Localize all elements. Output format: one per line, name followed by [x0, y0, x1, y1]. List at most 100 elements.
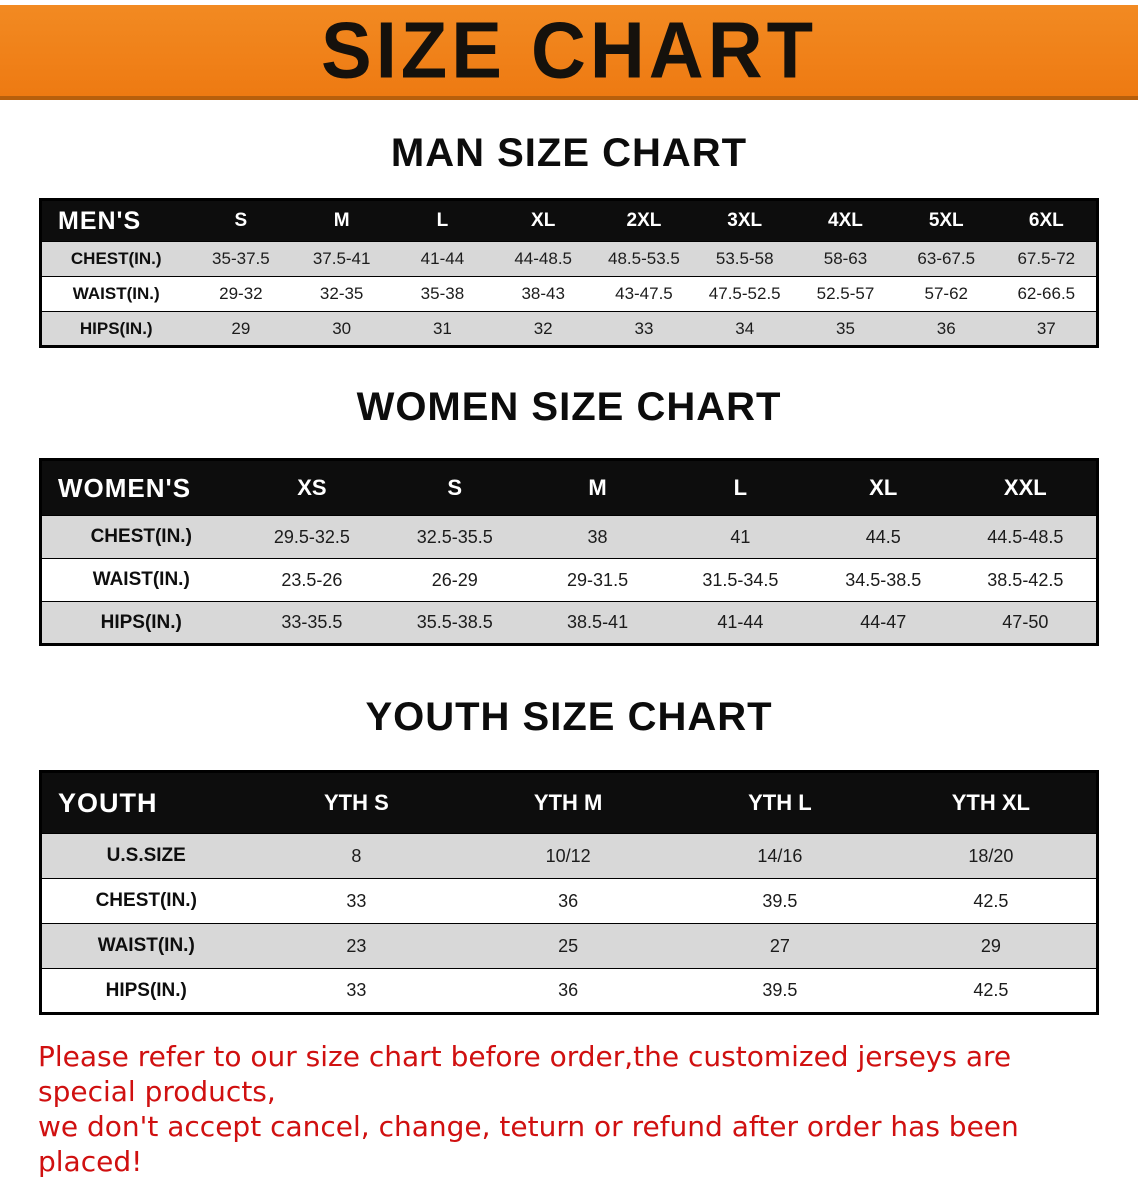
- size-value-cell: 44.5-48.5: [987, 526, 1064, 547]
- size-value-cell: 34.5-38.5: [845, 569, 922, 590]
- size-value-cell: 26-29: [431, 569, 478, 590]
- size-header-cell: XXL: [1003, 475, 1047, 500]
- size-value-cell: 43-47.5: [615, 284, 673, 303]
- measurement-row: CHEST(IN.) 35-37.5 37.5-41 41-44 44-48.5 48.5…: [40, 241, 1098, 277]
- row-label-cell: U.S.SIZE: [106, 845, 186, 866]
- table-header-row: YOUTH YTH S YTH M YTH L YTH XL: [40, 771, 1098, 834]
- size-header-cell: 5XL: [928, 210, 964, 231]
- size-value-cell: 38: [587, 526, 608, 547]
- size-value-cell: 36: [558, 890, 579, 911]
- size-value-cell: 58-63: [823, 249, 868, 268]
- section-heading: WOMEN SIZE CHART: [356, 385, 782, 429]
- size-header-cell: 3XL: [727, 210, 763, 231]
- size-value-cell: 44-47: [860, 612, 907, 632]
- size-value-cell: 36: [558, 980, 579, 1000]
- table-header-row: MEN'S S M L XL 2XL 3XL 4XL 5XL 6XL: [40, 199, 1098, 242]
- size-value-cell: 33: [346, 980, 367, 1000]
- size-header-cell: M: [588, 475, 607, 500]
- size-header-cell: XS: [297, 475, 327, 500]
- measurement-row: U.S.SIZE 8 10/12 14/16 18/20: [40, 833, 1098, 879]
- size-value-cell: 23: [346, 935, 367, 956]
- size-header-cell: YTH S: [323, 790, 389, 815]
- size-value-cell: 53.5-58: [715, 249, 774, 268]
- disclaimer-line-2: we don't accept cancel, change, teturn o…: [38, 1110, 1019, 1178]
- size-table: WOMEN'S XS S M L XL XXL CHEST(IN.) 29.5-32.5 32.5…: [39, 458, 1099, 646]
- row-label-cell: HIPS(IN.): [100, 611, 182, 633]
- size-value-cell: 35: [836, 318, 855, 338]
- size-value-cell: 27: [769, 935, 790, 956]
- size-value-cell: 38-43: [521, 284, 565, 303]
- size-value-cell: 32-35: [319, 284, 364, 303]
- size-value-cell: 34: [735, 318, 755, 338]
- row-label-cell: HIPS(IN.): [79, 318, 153, 338]
- measurement-row: WAIST(IN.) 23.5-26 26-29 29-31.5 31.5-34.5 34…: [40, 558, 1098, 602]
- size-header-cell: 4XL: [828, 210, 863, 231]
- size-value-cell: 31: [432, 318, 452, 338]
- size-header-cell: YTH XL: [951, 790, 1030, 815]
- row-label-cell: CHEST(IN.): [70, 249, 162, 268]
- size-chart-page: SIZE CHART MAN SIZE CHART MEN'S S M L XL 2XL 3X…: [0, 5, 1138, 1179]
- size-value-cell: 29-31.5: [567, 569, 629, 590]
- size-value-cell: 63-67.5: [917, 249, 976, 268]
- size-value-cell: 44-48.5: [514, 249, 573, 268]
- size-header-cell: S: [234, 210, 248, 231]
- size-header-cell: 2XL: [626, 210, 662, 231]
- size-header-cell: L: [733, 475, 748, 500]
- disclaimer: Please refer to our size chart before or…: [0, 1039, 1138, 1179]
- size-value-cell: 47.5-52.5: [708, 284, 781, 303]
- size-value-cell: 39.5: [762, 980, 798, 1000]
- row-label-cell: WAIST(IN.): [97, 935, 195, 956]
- row-label-cell: WAIST(IN.): [72, 284, 160, 303]
- size-value-cell: 41: [730, 526, 751, 547]
- size-value-cell: 48.5-53.5: [608, 249, 680, 268]
- size-value-cell: 32.5-35.5: [416, 526, 493, 547]
- size-value-cell: 38.5-41: [567, 612, 629, 632]
- size-header-cell: XL: [531, 210, 556, 231]
- size-header-cell: M: [333, 210, 350, 231]
- size-value-cell: 67.5-72: [1017, 249, 1076, 268]
- row-label-cell: CHEST(IN.): [90, 526, 192, 547]
- size-header-cell: S: [447, 475, 463, 500]
- size-value-cell: 32: [533, 318, 553, 338]
- measurement-row: WAIST(IN.) 23 25 27 29: [40, 923, 1098, 969]
- size-value-cell: 38.5-42.5: [987, 569, 1064, 590]
- size-value-cell: 57-62: [924, 284, 968, 303]
- size-value-cell: 31.5-34.5: [702, 569, 779, 590]
- category-header-cell: WOMEN'S: [58, 472, 192, 503]
- size-value-cell: 30: [332, 318, 352, 338]
- size-value-cell: 37: [1036, 318, 1056, 338]
- size-value-cell: 52.5-57: [816, 284, 875, 303]
- size-value-cell: 36: [936, 318, 956, 338]
- size-chart-section: WOMEN SIZE CHART WOMEN'S XS S M L XL XXL CHEST(I…: [0, 384, 1138, 646]
- size-value-cell: 35-37.5: [212, 249, 270, 268]
- size-value-cell: 47-50: [1002, 612, 1049, 632]
- size-value-cell: 35.5-38.5: [416, 612, 493, 632]
- measurement-row: WAIST(IN.) 29-32 32-35 35-38 38-43 43-47.5 47.…: [40, 276, 1098, 312]
- row-label-cell: WAIST(IN.): [92, 569, 190, 590]
- size-value-cell: 33-35.5: [281, 612, 343, 632]
- category-header-cell: MEN'S: [58, 206, 142, 235]
- size-header-cell: YTH L: [748, 790, 812, 815]
- measurement-row: HIPS(IN.) 29 30 31 32 33 34 35 36 37: [40, 311, 1098, 347]
- size-header-cell: L: [436, 210, 449, 231]
- size-value-cell: 23.5-26: [281, 569, 343, 590]
- measurement-row: HIPS(IN.) 33-35.5 35.5-38.5 38.5-41 41-44 44-…: [40, 601, 1098, 645]
- size-value-cell: 62-66.5: [1017, 284, 1076, 303]
- size-value-cell: 44.5: [865, 526, 901, 547]
- measurement-row: HIPS(IN.) 33 36 39.5 42.5: [40, 968, 1098, 1014]
- size-value-cell: 42.5: [973, 980, 1009, 1000]
- disclaimer-line-1: Please refer to our size chart before or…: [38, 1040, 1012, 1108]
- size-value-cell: 33: [346, 890, 367, 911]
- sections-container: MAN SIZE CHART MEN'S S M L XL 2XL 3XL 4XL 5XL 6XL C…: [0, 130, 1138, 1015]
- size-chart-section: YOUTH SIZE CHART YOUTH YTH S YTH M YTH L YTH …: [0, 694, 1138, 1015]
- size-header-cell: 6XL: [1028, 210, 1064, 231]
- size-value-cell: 42.5: [973, 890, 1009, 911]
- size-value-cell: 29-32: [219, 284, 263, 303]
- size-value-cell: 8: [351, 845, 362, 866]
- size-value-cell: 39.5: [762, 890, 798, 911]
- table-header-row: WOMEN'S XS S M L XL XXL: [40, 459, 1098, 516]
- size-table: YOUTH YTH S YTH M YTH L YTH XL U.S.SIZE 8 10/12…: [39, 770, 1099, 1015]
- size-value-cell: 33: [634, 318, 654, 338]
- size-value-cell: 37.5-41: [312, 249, 371, 268]
- row-label-cell: CHEST(IN.): [95, 890, 197, 911]
